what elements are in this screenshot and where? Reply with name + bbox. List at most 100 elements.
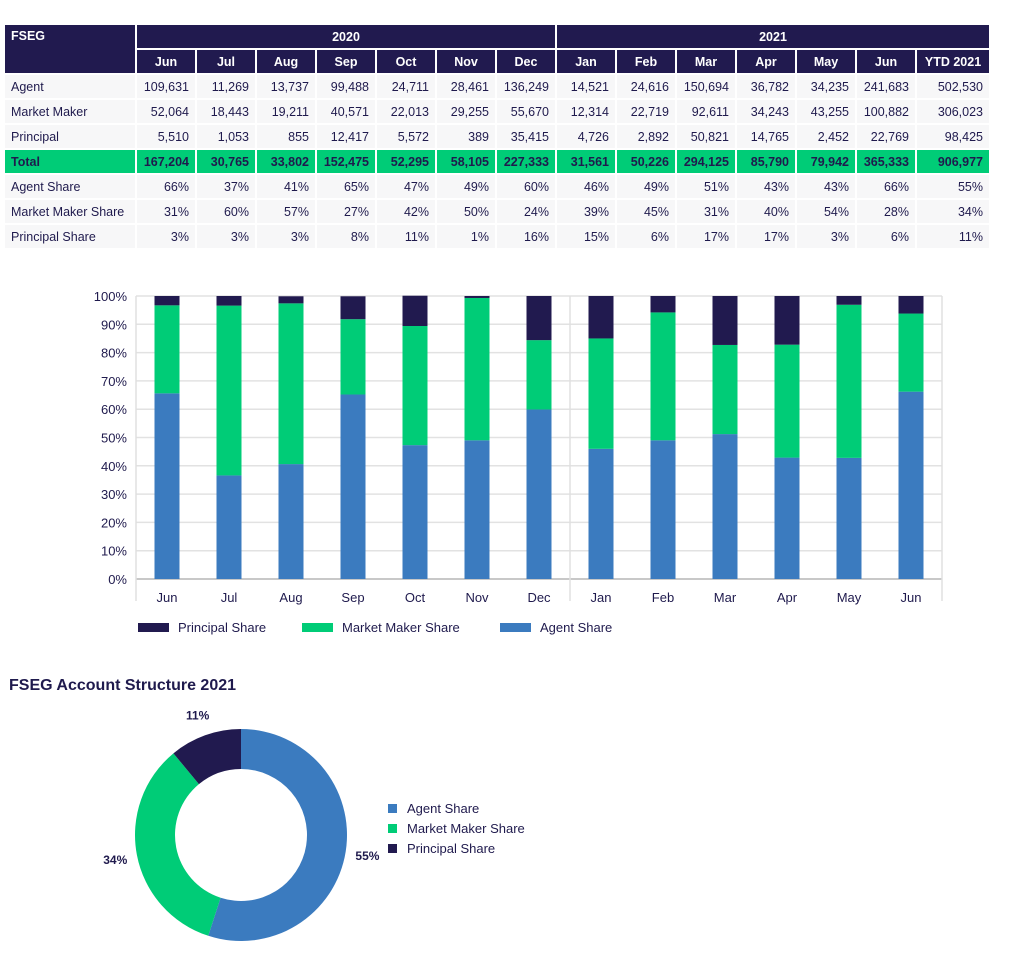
- x-tick-label: Jul: [221, 590, 238, 605]
- row-label: Total: [5, 150, 135, 173]
- bar-segment-market-maker-share: [464, 297, 490, 441]
- legend-swatch: [302, 623, 333, 632]
- donut-legend-swatch: [388, 844, 397, 853]
- table-cell: 99,488: [317, 75, 375, 98]
- x-tick-label: Oct: [405, 590, 426, 605]
- table-cell: 57%: [257, 200, 315, 223]
- bar-segment-market-maker-share: [402, 325, 428, 446]
- table-cell: 85,790: [737, 150, 795, 173]
- row-label: Principal Share: [5, 225, 135, 248]
- table-cell: 37%: [197, 175, 255, 198]
- table-row: Principal 5,510 1,053 855 12,417 5,572 389 35,4…: [5, 125, 989, 148]
- bar-segment-principal-share: [650, 296, 676, 313]
- donut-chart-title: FSEG Account Structure 2021: [9, 677, 237, 694]
- table-cell: 109,631: [137, 75, 195, 98]
- table-cell: 16%: [497, 225, 555, 248]
- bar-segment-principal-share: [278, 296, 304, 304]
- row-label: Agent Share: [5, 175, 135, 198]
- table-cell: 47%: [377, 175, 435, 198]
- legend-swatch: [500, 623, 531, 632]
- bar-segment-agent-share: [402, 445, 428, 579]
- table-cell: 17%: [677, 225, 735, 248]
- y-tick-label: 80%: [101, 346, 127, 361]
- table-cell: 43%: [737, 175, 795, 198]
- x-tick-label: Jun: [901, 590, 922, 605]
- legend-label: Agent Share: [540, 620, 612, 635]
- column-header: Mar: [677, 50, 735, 73]
- table-cell: 31,561: [557, 150, 615, 173]
- x-tick-label: Feb: [652, 590, 674, 605]
- bar-segment-agent-share: [464, 440, 490, 579]
- table-cell: 8%: [317, 225, 375, 248]
- bar-segment-agent-share: [278, 464, 304, 579]
- table-cell: 98,425: [917, 125, 989, 148]
- x-tick-label: Apr: [777, 590, 798, 605]
- bar-segment-principal-share: [526, 296, 552, 341]
- table-cell: 51%: [677, 175, 735, 198]
- bar-segment-principal-share: [402, 295, 428, 326]
- table-cell: 79,942: [797, 150, 855, 173]
- donut-data-label: 34%: [103, 853, 127, 867]
- legend-swatch: [138, 623, 169, 632]
- table-cell: 31%: [137, 200, 195, 223]
- bar-segment-market-maker-share: [650, 312, 676, 441]
- table-cell: 30,765: [197, 150, 255, 173]
- table-cell: 55,670: [497, 100, 555, 123]
- table-cell: 17%: [737, 225, 795, 248]
- table-cell: 389: [437, 125, 495, 148]
- table-cell: 46%: [557, 175, 615, 198]
- x-tick-label: Dec: [527, 590, 551, 605]
- bar-segment-agent-share: [154, 393, 180, 579]
- year-header: 2020: [137, 25, 555, 48]
- table-cell: 52,295: [377, 150, 435, 173]
- bar-segment-agent-share: [526, 409, 552, 579]
- bar-segment-market-maker-share: [588, 338, 614, 449]
- table-cell: 5,510: [137, 125, 195, 148]
- y-tick-label: 0%: [108, 572, 127, 587]
- table-cell: 12,314: [557, 100, 615, 123]
- table-cell: 92,611: [677, 100, 735, 123]
- table-cell: 36,782: [737, 75, 795, 98]
- table-cell: 43%: [797, 175, 855, 198]
- month-header-row: Jun Jul Aug Sep Oct Nov Dec Jan Feb Mar Apr May Jun Y…: [5, 50, 989, 73]
- table-cell: 50,226: [617, 150, 675, 173]
- table-cell: 4,726: [557, 125, 615, 148]
- x-tick-label: Sep: [341, 590, 364, 605]
- table-cell: 24%: [497, 200, 555, 223]
- bar-segment-agent-share: [712, 434, 738, 579]
- bar-segment-agent-share: [650, 440, 676, 579]
- table-cell: 24,616: [617, 75, 675, 98]
- table-cell: 34,243: [737, 100, 795, 123]
- account-structure-donut-chart: 55% 34% 11% Agent Share Market Maker Share Pr…: [103, 709, 525, 941]
- y-tick-label: 90%: [101, 317, 127, 332]
- table-cell: 3%: [197, 225, 255, 248]
- column-header: Jun: [857, 50, 915, 73]
- bar-segment-agent-share: [774, 457, 800, 579]
- bar-segment-market-maker-share: [216, 305, 242, 476]
- y-tick-label: 30%: [101, 487, 127, 502]
- table-row: Agent Share 66% 37% 41% 65% 47% 49% 60% 46% 49% 51…: [5, 175, 989, 198]
- bar-segment-market-maker-share: [898, 313, 924, 392]
- table-cell: 45%: [617, 200, 675, 223]
- table-cell: 24,711: [377, 75, 435, 98]
- table-row: Agent 109,631 11,269 13,737 99,488 24,711 28,4…: [5, 75, 989, 98]
- total-row: Total 167,204 30,765 33,802 152,475 52,295 58,…: [5, 150, 989, 173]
- table-cell: 502,530: [917, 75, 989, 98]
- table-cell: 152,475: [317, 150, 375, 173]
- donut-legend-label: Principal Share: [407, 841, 495, 856]
- column-header: Jan: [557, 50, 615, 73]
- column-header: Dec: [497, 50, 555, 73]
- column-header: Jul: [197, 50, 255, 73]
- donut-legend-label: Market Maker Share: [407, 821, 525, 836]
- table-cell: 11,269: [197, 75, 255, 98]
- table-cell: 40%: [737, 200, 795, 223]
- table-row: Principal Share 3% 3% 3% 8% 11% 1% 16% 15% 6% 17% 1…: [5, 225, 989, 248]
- y-tick-label: 100%: [94, 289, 128, 304]
- bar-segment-agent-share: [898, 391, 924, 579]
- bar-segment-principal-share: [154, 296, 180, 306]
- table-cell: 18,443: [197, 100, 255, 123]
- y-tick-label: 20%: [101, 515, 127, 530]
- table-cell: 2,892: [617, 125, 675, 148]
- bar-segment-agent-share: [588, 448, 614, 579]
- y-tick-label: 70%: [101, 374, 127, 389]
